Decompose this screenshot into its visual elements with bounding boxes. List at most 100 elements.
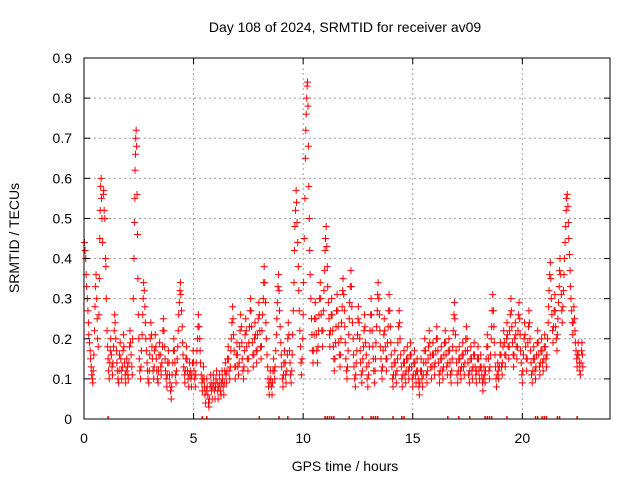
data-point-plus bbox=[362, 339, 370, 347]
data-point-plus bbox=[408, 363, 416, 371]
data-point-plus bbox=[284, 335, 292, 343]
data-point-plus bbox=[222, 371, 230, 379]
data-point-plus bbox=[411, 359, 419, 367]
data-point-plus bbox=[557, 291, 565, 299]
data-point-plus bbox=[229, 315, 237, 323]
data-point-plus bbox=[221, 359, 229, 367]
data-point-plus bbox=[545, 287, 553, 295]
data-point-plus bbox=[565, 235, 573, 242]
data-point-plus bbox=[435, 359, 443, 367]
data-point-plus bbox=[95, 275, 103, 283]
data-point-plus bbox=[423, 379, 431, 387]
data-point-plus bbox=[298, 355, 306, 363]
data-point-plus bbox=[197, 359, 205, 367]
data-point-plus bbox=[393, 355, 401, 363]
data-point-plus bbox=[183, 343, 191, 351]
data-point-plus bbox=[465, 371, 473, 379]
data-point-plus bbox=[251, 319, 259, 327]
data-point-plus bbox=[474, 343, 482, 351]
data-point-plus bbox=[343, 363, 351, 371]
data-point-plus bbox=[219, 375, 227, 383]
data-point-plus bbox=[375, 295, 383, 303]
data-point-plus bbox=[395, 307, 403, 315]
data-point-plus bbox=[175, 311, 183, 319]
data-point-plus bbox=[167, 387, 175, 395]
data-point-plus bbox=[289, 307, 297, 315]
data-point-plus bbox=[236, 343, 244, 351]
y-tick-label: 0.7 bbox=[53, 130, 73, 146]
data-point-plus bbox=[145, 379, 153, 387]
data-point-plus bbox=[418, 367, 426, 375]
data-point-plus bbox=[141, 303, 149, 311]
plot-frame bbox=[83, 57, 611, 420]
data-point-plus bbox=[447, 379, 455, 387]
data-point-plus bbox=[131, 166, 139, 174]
data-point-plus bbox=[345, 315, 353, 323]
data-point-plus bbox=[146, 335, 154, 343]
data-point-plus bbox=[442, 339, 450, 347]
data-point-plus bbox=[425, 343, 433, 351]
data-point-plus bbox=[99, 239, 107, 247]
data-point-plus bbox=[541, 331, 549, 339]
data-point-plus bbox=[242, 315, 250, 323]
data-point-plus bbox=[321, 247, 329, 255]
data-point-plus bbox=[380, 315, 388, 323]
data-point-plus bbox=[553, 347, 561, 355]
data-point-plus bbox=[363, 363, 371, 371]
data-point-plus bbox=[126, 339, 134, 347]
data-point-plus bbox=[156, 339, 164, 347]
data-point-plus bbox=[578, 347, 586, 355]
data-point-plus bbox=[481, 371, 489, 379]
data-point-plus bbox=[260, 263, 268, 271]
data-point-plus bbox=[334, 323, 342, 331]
data-point-plus bbox=[564, 202, 572, 210]
x-tick-label: 10 bbox=[295, 430, 311, 446]
data-point-plus bbox=[502, 351, 510, 359]
data-point-plus bbox=[355, 319, 363, 327]
data-point-plus bbox=[417, 355, 425, 363]
data-point-plus bbox=[561, 239, 569, 247]
data-point-plus bbox=[372, 339, 380, 347]
data-point-plus bbox=[311, 299, 319, 307]
data-point-plus bbox=[371, 367, 379, 375]
data-point-plus bbox=[286, 347, 294, 355]
data-point-plus bbox=[467, 355, 475, 363]
data-point-plus bbox=[451, 315, 459, 323]
data-point-plus bbox=[167, 395, 175, 403]
x-tick-label: 5 bbox=[190, 430, 198, 446]
data-point-plus bbox=[424, 367, 432, 375]
data-point-plus bbox=[369, 343, 377, 351]
data-point-plus bbox=[490, 323, 498, 331]
data-point-plus bbox=[179, 339, 187, 347]
data-point-plus bbox=[254, 331, 262, 339]
data-point-plus bbox=[205, 403, 213, 411]
data-point-plus bbox=[304, 102, 312, 110]
data-point-plus bbox=[475, 355, 482, 363]
data-point-plus bbox=[422, 359, 430, 367]
data-point-plus bbox=[231, 375, 239, 383]
data-point-plus bbox=[240, 375, 248, 383]
data-point-plus bbox=[472, 371, 480, 379]
data-point-plus bbox=[535, 363, 543, 371]
data-point-plus bbox=[306, 247, 314, 255]
data-point-plus bbox=[578, 351, 586, 359]
data-point-plus bbox=[270, 355, 278, 363]
data-point-plus bbox=[89, 379, 97, 387]
data-point-plus bbox=[378, 375, 386, 383]
y-tick-label: 0.2 bbox=[53, 331, 73, 347]
data-point-plus bbox=[465, 379, 473, 387]
data-point-plus bbox=[547, 295, 555, 303]
data-point-plus bbox=[505, 343, 513, 351]
data-point-plus bbox=[113, 359, 121, 367]
data-point-plus bbox=[568, 307, 576, 315]
data-point-plus bbox=[251, 335, 259, 343]
data-point-plus bbox=[146, 351, 154, 359]
data-point-plus bbox=[132, 134, 140, 142]
data-point-plus bbox=[337, 335, 345, 343]
data-point-plus bbox=[212, 375, 220, 383]
data-point-plus bbox=[356, 347, 364, 355]
data-point-plus bbox=[365, 359, 373, 367]
data-point-plus bbox=[297, 343, 305, 351]
data-point-plus bbox=[343, 367, 351, 375]
